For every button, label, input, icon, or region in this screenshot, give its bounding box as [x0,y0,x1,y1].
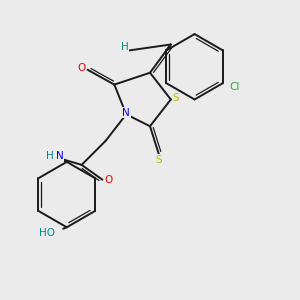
Text: H: H [121,42,129,52]
Text: N: N [56,151,64,161]
Text: O: O [105,175,113,185]
Text: S: S [156,155,162,165]
Text: S: S [173,93,179,103]
Text: N: N [122,108,130,118]
Text: O: O [77,63,86,73]
Text: Cl: Cl [230,82,240,92]
Text: H: H [46,151,54,161]
Text: HO: HO [39,228,55,238]
